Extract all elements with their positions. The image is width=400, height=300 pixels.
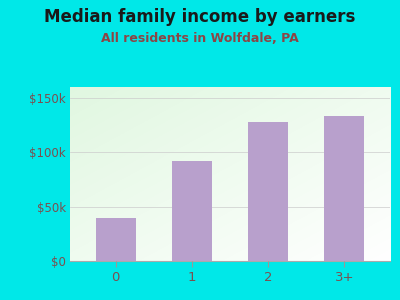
Bar	[324, 116, 364, 261]
Text: Median family income by earners: Median family income by earners	[44, 8, 356, 26]
Bar	[248, 122, 288, 261]
Bar	[172, 161, 212, 261]
Text: All residents in Wolfdale, PA: All residents in Wolfdale, PA	[101, 32, 299, 44]
Bar	[96, 218, 136, 261]
